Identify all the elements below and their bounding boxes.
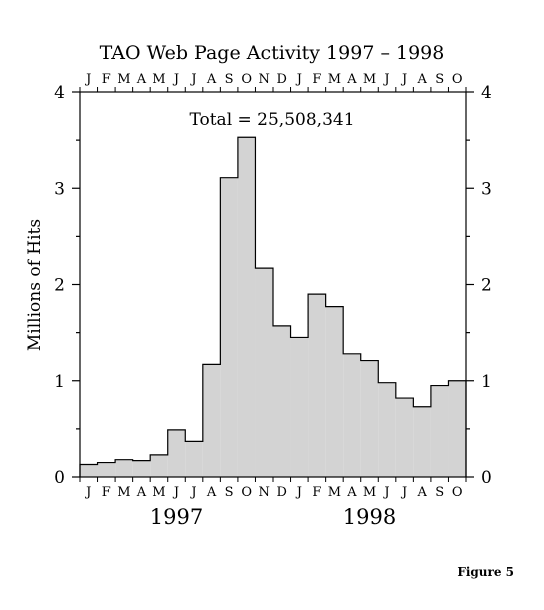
month-label-top: J [400, 72, 407, 87]
bar-jul-1998 [395, 398, 414, 477]
y-tick-label-left: 3 [54, 179, 65, 199]
bar-may-1998 [360, 360, 379, 477]
y-tick-label-left: 2 [54, 276, 65, 296]
bar-sep-1998 [430, 385, 449, 477]
month-label-bottom: S [435, 485, 444, 500]
bar-aug-1997 [202, 364, 221, 477]
month-label-bottom: M [152, 485, 165, 500]
y-tick-label-left: 1 [54, 372, 65, 392]
month-label-top: M [117, 72, 130, 87]
y-tick-label-right: 1 [481, 372, 492, 392]
month-label-bottom: A [136, 485, 147, 500]
year-label-1998: 1998 [343, 505, 396, 529]
histogram-outline [79, 136, 467, 477]
bar-apr-1998 [343, 353, 361, 477]
bar-jun-1998 [378, 382, 396, 477]
month-label-bottom: J [84, 485, 91, 500]
bar-mar-1997 [115, 459, 133, 477]
month-label-bottom: S [225, 485, 234, 500]
month-label-bottom: O [241, 485, 252, 500]
chart-title: TAO Web Page Activity 1997 – 1998 [100, 42, 445, 64]
month-label-top: N [259, 72, 270, 87]
bar-oct-1997 [237, 137, 256, 478]
month-label-top: J [382, 72, 389, 87]
bar-aug-1998 [413, 406, 431, 477]
month-label-bottom: J [382, 485, 389, 500]
histogram-series [79, 136, 467, 478]
month-label-top: A [346, 72, 357, 87]
bar-may-1997 [150, 454, 168, 477]
year-label-1997: 1997 [150, 505, 203, 529]
month-label-top: O [452, 72, 463, 87]
month-label-top: M [328, 72, 341, 87]
month-label-bottom: A [346, 485, 357, 500]
month-label-top: A [136, 72, 147, 87]
month-label-top: J [189, 72, 196, 87]
month-label-top: J [295, 72, 302, 87]
month-label-bottom: F [102, 485, 111, 500]
plot-axes [72, 87, 474, 482]
month-label-bottom: F [312, 485, 321, 500]
bar-dec-1997 [273, 325, 291, 477]
month-label-top: F [312, 72, 321, 87]
month-label-top: M [363, 72, 376, 87]
month-label-top: A [206, 72, 217, 87]
bar-nov-1997 [255, 268, 273, 477]
month-label-bottom: A [416, 485, 427, 500]
y-tick-label-right: 0 [481, 468, 492, 488]
month-label-top: D [277, 72, 287, 87]
month-label-bottom: M [363, 485, 376, 500]
month-label-bottom: O [452, 485, 463, 500]
month-label-bottom: J [400, 485, 407, 500]
bar-feb-1997 [97, 462, 116, 477]
month-label-top: M [152, 72, 165, 87]
y-tick-label-right: 4 [481, 83, 492, 103]
month-label-top: S [435, 72, 444, 87]
month-label-bottom: N [259, 485, 270, 500]
month-label-top: S [225, 72, 234, 87]
month-label-top: F [102, 72, 111, 87]
y-tick-label-right: 2 [481, 276, 492, 296]
bar-mar-1998 [325, 306, 344, 477]
bar-sep-1997 [220, 177, 238, 477]
month-label-top: J [84, 72, 91, 87]
bar-jan-1997 [80, 464, 98, 477]
month-label-top: O [241, 72, 252, 87]
bar-feb-1998 [308, 294, 326, 477]
month-label-bottom: A [206, 485, 217, 500]
month-label-bottom: M [328, 485, 341, 500]
bar-jun-1997 [167, 429, 186, 477]
month-label-top: J [172, 72, 179, 87]
y-axis-label: Millions of Hits [25, 219, 45, 351]
month-label-bottom: J [189, 485, 196, 500]
month-label-bottom: J [295, 485, 302, 500]
figure-label: Figure 5 [457, 565, 514, 579]
month-label-bottom: J [172, 485, 179, 500]
month-label-bottom: D [277, 485, 287, 500]
month-label-top: A [416, 72, 427, 87]
bar-oct-1998 [448, 380, 466, 477]
bar-jan-1998 [290, 337, 309, 477]
y-tick-label-right: 3 [481, 179, 492, 199]
axis-labels: 0 01 12 23 34 4JJFFMMAAMMJJJJAASSOONNDDJJFFMM… [54, 72, 492, 529]
bar-apr-1997 [132, 460, 151, 477]
month-label-bottom: M [117, 485, 130, 500]
y-tick-label-left: 0 [54, 468, 65, 488]
total-annotation: Total = 25,508,341 [189, 110, 354, 130]
y-tick-label-left: 4 [54, 83, 65, 103]
bar-jul-1997 [185, 441, 203, 477]
